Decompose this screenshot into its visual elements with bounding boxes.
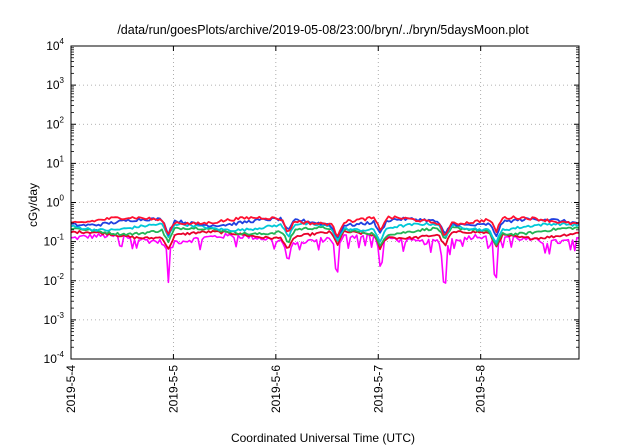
x-axis-label: Coordinated Universal Time (UTC) (231, 431, 415, 445)
y-tick-label: 104 (46, 37, 64, 53)
y-axis-ticks: 10-4 10-3 10-2 10-1 100 101 102 103 104 (44, 37, 579, 366)
y-tick-label: 10-4 (44, 350, 65, 366)
y-tick-label: 100 (46, 194, 64, 210)
y-tick-label: 103 (46, 76, 64, 92)
y-tick-label: 10-3 (44, 311, 65, 327)
x-tick-label: 2019-5-8 (474, 365, 488, 413)
x-tick-label: 2019-5-7 (371, 365, 385, 413)
x-tick-label: 2019-5-5 (166, 365, 180, 413)
y-axis-label: cGy/day (26, 183, 40, 227)
y-tick-label: 10-1 (44, 233, 65, 249)
x-tick-label: 2019-5-6 (269, 365, 283, 413)
series-line (70, 232, 580, 284)
x-tick-label: 2019-5-4 (64, 365, 78, 413)
chart-title: /data/run/goesPlots/archive/2019-05-08/2… (117, 23, 529, 37)
y-tick-label: 101 (46, 154, 64, 170)
y-tick-label: 102 (46, 115, 64, 131)
series-line (70, 225, 580, 247)
x-axis-ticks: 2019-5-4 2019-5-5 2019-5-6 2019-5-7 2019-5-8 (64, 46, 488, 413)
grid (71, 46, 579, 359)
series-line (70, 215, 580, 238)
series-lines (70, 215, 580, 284)
y-tick-label: 10-2 (44, 272, 65, 288)
